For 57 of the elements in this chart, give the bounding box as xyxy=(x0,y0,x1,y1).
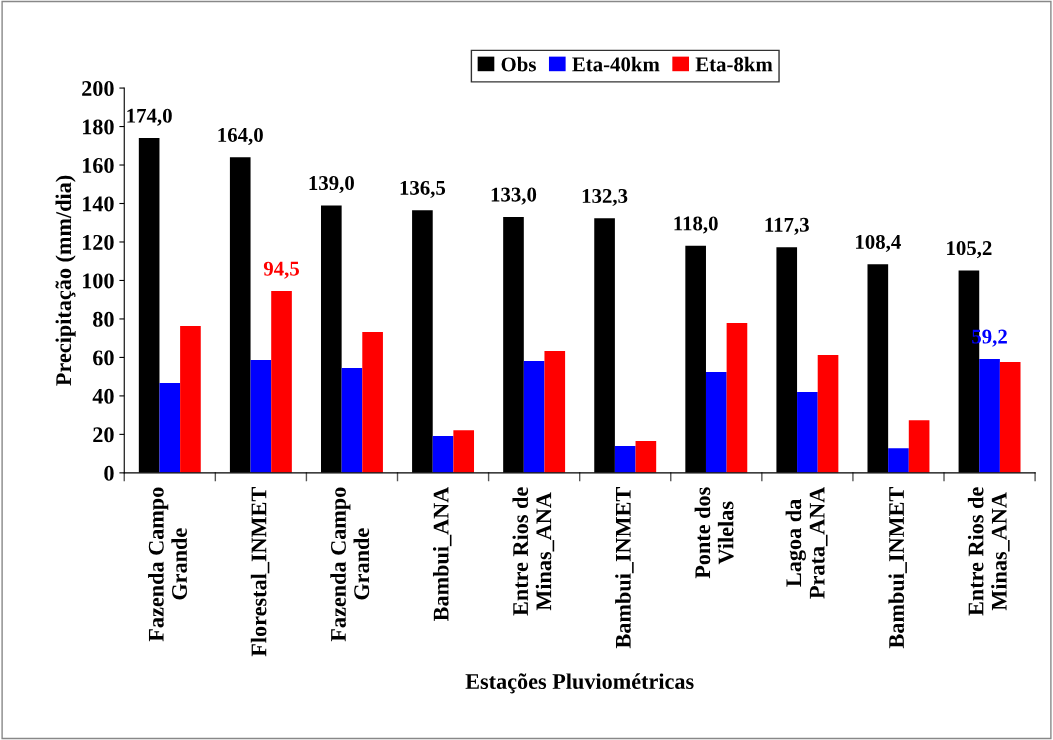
bar xyxy=(544,351,566,473)
data-label: 105,2 xyxy=(947,241,992,259)
y-tick-label: 200 xyxy=(82,80,114,96)
data-label: 164,0 xyxy=(218,127,263,145)
bar xyxy=(614,446,636,473)
bar xyxy=(999,362,1021,473)
x-tick-label: Bambui_INMET xyxy=(888,487,907,649)
data-label: 94,5 xyxy=(263,261,299,279)
legend-label: Obs xyxy=(501,56,536,72)
bar xyxy=(797,392,818,473)
y-tick-label: 140 xyxy=(82,196,114,212)
x-tick-label: Entre Rios de Minas_ANA xyxy=(967,487,1010,616)
bar xyxy=(705,372,727,473)
x-tick-label: Entre Rios de Minas_ANA xyxy=(512,487,555,616)
y-tick-label: 40 xyxy=(92,388,114,404)
legend-label: Eta-8km xyxy=(695,56,773,72)
x-tick-label: Fazenda Campo Grande xyxy=(330,487,370,642)
bar xyxy=(159,383,181,473)
data-label: 132,3 xyxy=(582,188,628,206)
y-tick-label: 60 xyxy=(93,350,114,366)
bar xyxy=(817,355,839,473)
x-axis-title: Estações Pluviométricas xyxy=(465,673,694,694)
x-tick-label: Ponte dos Vilelas xyxy=(694,487,734,579)
bar xyxy=(453,430,475,473)
y-tick-label: 0 xyxy=(104,465,114,481)
bar xyxy=(726,322,748,473)
bar xyxy=(341,368,363,473)
y-tick-label: 160 xyxy=(82,157,114,173)
y-axis-title: Precipitação (mm/dia) xyxy=(55,175,76,386)
bar xyxy=(432,436,454,473)
bar xyxy=(888,448,909,473)
bar xyxy=(979,358,1000,473)
data-label: 117,3 xyxy=(765,217,809,235)
bar xyxy=(180,326,201,473)
data-label: 108,4 xyxy=(856,234,901,252)
data-label: 139,0 xyxy=(309,176,354,194)
x-tick-label: Florestal_INMET xyxy=(250,487,270,657)
bar xyxy=(635,441,657,473)
y-tick-label: 180 xyxy=(82,119,114,135)
bar xyxy=(908,420,930,473)
bar xyxy=(271,291,292,473)
y-tick-label: 80 xyxy=(93,311,114,327)
bar xyxy=(362,332,383,473)
data-label: 118,0 xyxy=(674,216,718,234)
x-tick-label: Bambui_INMET xyxy=(615,487,634,649)
data-label: 133,0 xyxy=(491,187,537,205)
bar xyxy=(250,360,272,473)
data-label: 136,5 xyxy=(400,180,446,198)
data-label: 174,0 xyxy=(127,108,172,126)
bar xyxy=(523,361,545,473)
y-tick-label: 100 xyxy=(82,273,114,289)
x-tick-label: Fazenda Campo Grande xyxy=(148,487,187,642)
legend-label: Eta-40km xyxy=(572,56,660,72)
y-tick-label: 120 xyxy=(82,234,114,250)
y-tick-label: 20 xyxy=(93,427,114,443)
x-tick-label: Bambui_ANA xyxy=(432,486,452,621)
x-tick-label: Lagoa da Prata_ANA xyxy=(785,486,828,599)
